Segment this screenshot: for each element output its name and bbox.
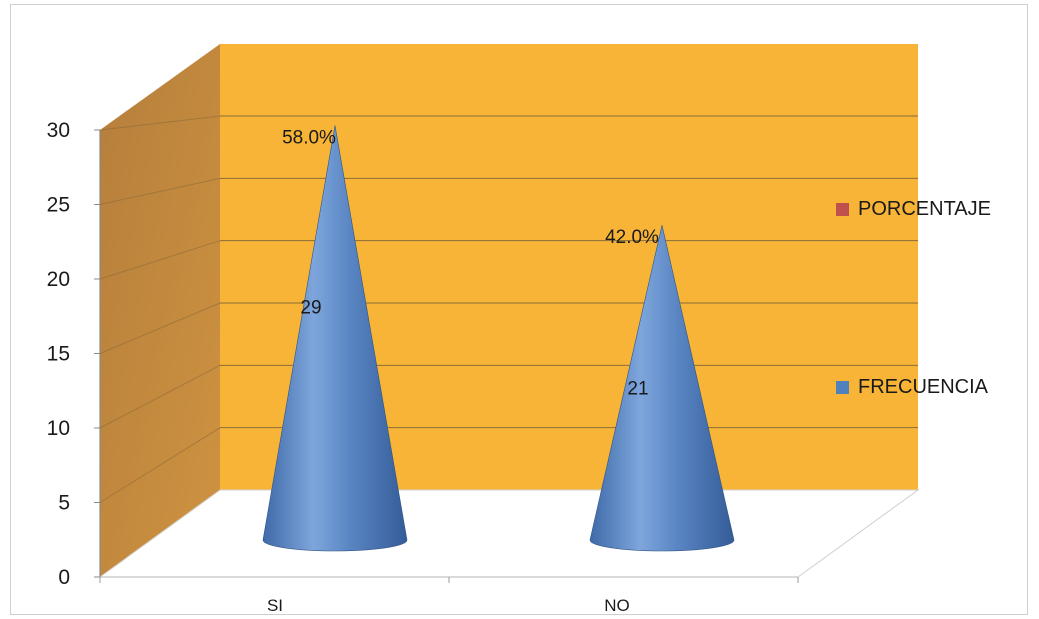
percentage-label: 42.0%: [605, 227, 659, 248]
cone-si: [262, 125, 408, 552]
y-tick-label: 25: [47, 194, 70, 217]
y-tick-label: 20: [47, 268, 70, 291]
gridline-side: [99, 427, 221, 503]
y-tick-label: 10: [47, 417, 70, 440]
y-tick-label: 5: [58, 492, 70, 515]
y-axis-ticks: 0 5 10 15 20 25 30: [47, 119, 100, 589]
legend: PORCENTAJE FRECUENCIA: [836, 198, 991, 398]
cone-no: [589, 225, 735, 552]
data-labels: 58.0% 29 42.0% 21: [282, 127, 659, 399]
y-tick-label: 15: [47, 343, 70, 366]
legend-item-frecuencia: FRECUENCIA: [836, 376, 989, 398]
cone-body: [262, 125, 408, 552]
x-axis-ticks: SI NO: [99, 577, 799, 615]
cone-body: [589, 225, 735, 552]
x-tick-label: NO: [604, 596, 630, 615]
legend-label: PORCENTAJE: [858, 198, 991, 220]
frequency-label: 21: [627, 379, 648, 400]
legend-swatch: [836, 203, 849, 216]
cones: [262, 125, 735, 552]
legend-swatch: [836, 381, 849, 394]
gridline-side: [99, 177, 221, 205]
floor: [98, 489, 920, 578]
frequency-label: 29: [300, 298, 321, 319]
gridline-side: [99, 302, 221, 354]
gridline-side: [99, 240, 221, 280]
x-tick-label: SI: [267, 596, 283, 615]
chart-frame: [10, 4, 1028, 615]
percentage-label: 58.0%: [282, 127, 336, 148]
gridline-side: [99, 364, 221, 429]
y-tick-label: 30: [47, 119, 70, 142]
side-wall: [100, 44, 220, 577]
y-tick-label: 0: [58, 566, 70, 589]
legend-item-porcentaje: PORCENTAJE: [836, 198, 991, 220]
gridline-side: [99, 115, 221, 131]
legend-label: FRECUENCIA: [858, 376, 989, 398]
